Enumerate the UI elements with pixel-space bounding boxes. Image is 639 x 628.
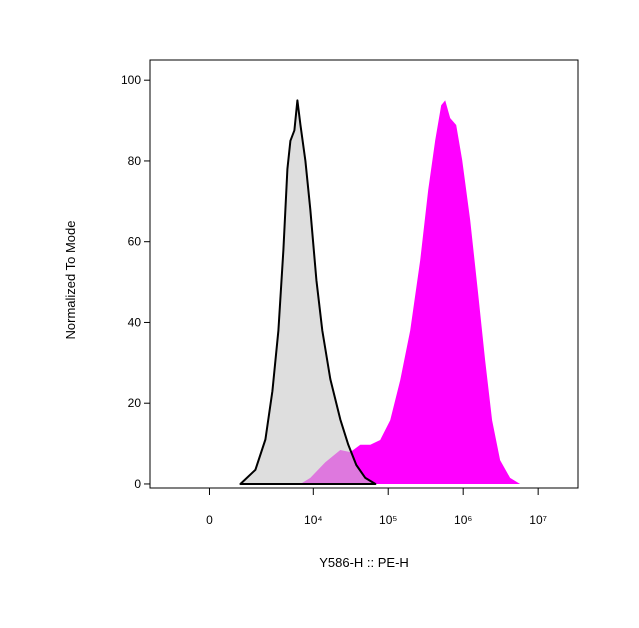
x-axis-label: Y586-H :: PE-H — [319, 555, 409, 570]
histogram-area — [300, 100, 521, 485]
y-tick-label: 100 — [121, 73, 141, 87]
x-tick-label: 0 — [206, 513, 213, 527]
y-tick-label: 80 — [128, 154, 142, 168]
y-tick-label: 60 — [128, 235, 142, 249]
x-tick-label: 10⁴ — [304, 513, 323, 527]
y-tick-label: 40 — [128, 315, 142, 329]
histogram-area — [239, 99, 377, 485]
x-tick-label: 10⁷ — [529, 513, 547, 527]
x-tick-label: 10⁵ — [379, 513, 397, 527]
y-tick-label: 0 — [134, 477, 141, 491]
x-tick-label: 10⁶ — [454, 513, 472, 527]
y-axis-label: Normalized To Mode — [63, 221, 78, 340]
y-tick-label: 20 — [128, 396, 142, 410]
plot-frame — [149, 59, 579, 489]
